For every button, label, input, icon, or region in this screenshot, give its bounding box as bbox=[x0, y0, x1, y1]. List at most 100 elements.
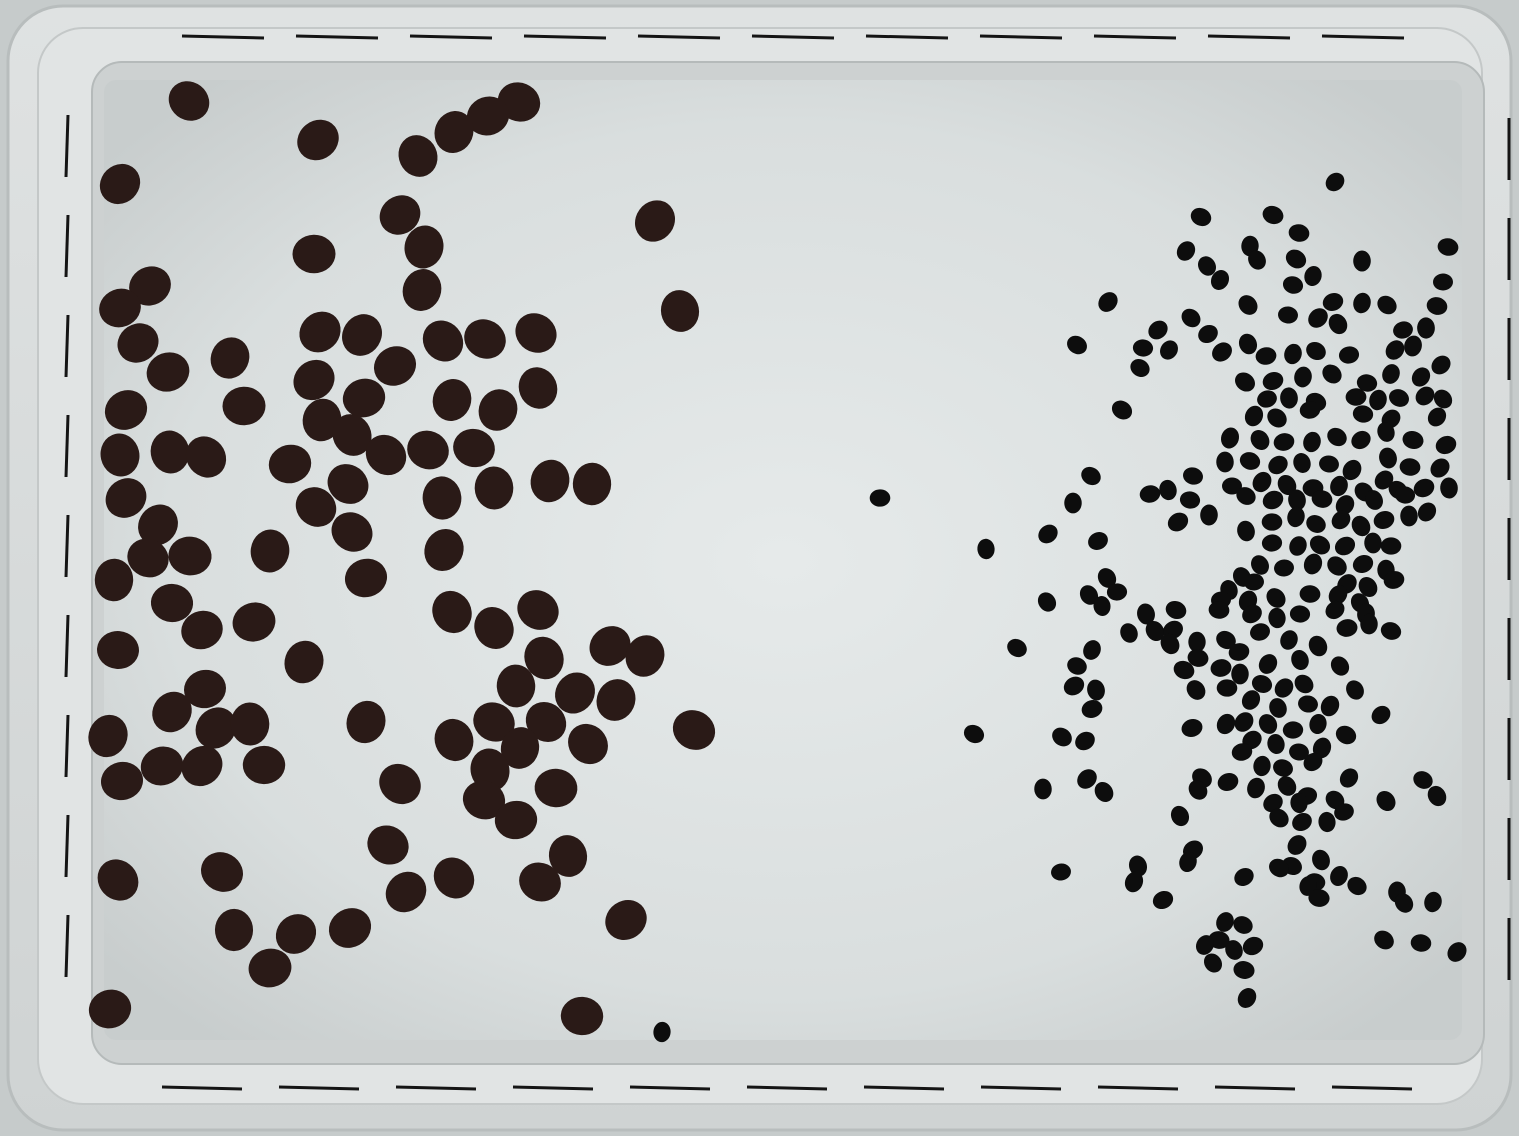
small-seed bbox=[1262, 205, 1284, 225]
small-seed bbox=[1325, 172, 1345, 192]
small-seed bbox=[1394, 486, 1416, 504]
dash-mark bbox=[64, 114, 70, 178]
small-seed bbox=[1267, 408, 1287, 428]
large-seed bbox=[181, 610, 223, 650]
large-seed bbox=[150, 430, 190, 474]
large-seed bbox=[105, 478, 147, 518]
small-seed bbox=[1181, 308, 1201, 328]
small-seed bbox=[1228, 643, 1250, 661]
large-seed bbox=[331, 512, 373, 552]
large-seed bbox=[534, 768, 578, 808]
small-seed bbox=[1351, 430, 1371, 450]
small-seed bbox=[1200, 504, 1218, 526]
dash-mark bbox=[1097, 1085, 1179, 1091]
small-seed bbox=[1334, 536, 1356, 556]
small-seed bbox=[1128, 855, 1148, 877]
small-seed bbox=[1186, 680, 1206, 700]
large-seed bbox=[464, 319, 506, 359]
small-seed bbox=[1287, 835, 1307, 855]
small-seed bbox=[1238, 333, 1258, 355]
small-seed bbox=[1342, 459, 1362, 481]
small-seed bbox=[1385, 340, 1405, 360]
large-seed bbox=[293, 359, 335, 401]
small-seed bbox=[1231, 663, 1249, 685]
small-seed bbox=[1160, 340, 1178, 360]
small-seed bbox=[1235, 372, 1255, 392]
small-seed bbox=[1261, 513, 1283, 531]
small-seed bbox=[1304, 266, 1322, 286]
backlight-panel bbox=[104, 80, 1462, 1040]
small-seed bbox=[1160, 633, 1180, 655]
large-seed bbox=[97, 630, 139, 670]
small-seed bbox=[1242, 936, 1264, 956]
large-seed bbox=[424, 528, 464, 572]
large-seed bbox=[672, 710, 716, 750]
small-seed bbox=[1417, 317, 1435, 339]
small-seed bbox=[1433, 389, 1453, 409]
large-seed bbox=[232, 602, 276, 642]
dash-mark bbox=[64, 414, 70, 478]
large-seed bbox=[100, 433, 140, 477]
large-seed bbox=[379, 195, 421, 235]
small-seed bbox=[1067, 335, 1087, 355]
large-seed bbox=[530, 459, 570, 503]
small-seed bbox=[1293, 453, 1311, 473]
small-seed bbox=[1253, 755, 1271, 777]
small-seed bbox=[1258, 714, 1278, 734]
large-seed bbox=[104, 390, 148, 430]
small-seed bbox=[1261, 534, 1283, 552]
large-seed bbox=[518, 367, 558, 409]
small-seed bbox=[1269, 858, 1289, 878]
small-seed bbox=[1285, 249, 1307, 269]
large-seed bbox=[407, 430, 449, 470]
small-seed bbox=[1239, 452, 1261, 470]
small-seed bbox=[1007, 638, 1027, 658]
dash-mark bbox=[865, 34, 949, 40]
large-seed bbox=[422, 320, 464, 362]
dash-mark bbox=[395, 1085, 477, 1091]
large-seed bbox=[496, 664, 536, 708]
small-seed bbox=[1325, 790, 1345, 810]
small-seed bbox=[1282, 276, 1304, 294]
small-seed bbox=[1377, 295, 1397, 315]
small-seed bbox=[1220, 427, 1240, 449]
small-seed bbox=[1336, 619, 1358, 637]
large-seed bbox=[346, 700, 386, 744]
small-seed bbox=[1288, 224, 1310, 242]
small-seed bbox=[1287, 506, 1305, 528]
small-seed bbox=[1327, 556, 1347, 576]
small-seed bbox=[1187, 649, 1209, 667]
small-seed bbox=[1426, 297, 1448, 315]
small-seed bbox=[1376, 790, 1396, 812]
small-seed bbox=[1274, 678, 1294, 698]
dash-mark bbox=[64, 614, 70, 678]
small-seed bbox=[1250, 623, 1270, 641]
dash-mark bbox=[1207, 34, 1291, 40]
large-seed bbox=[242, 745, 286, 785]
large-seed bbox=[292, 234, 336, 274]
small-seed bbox=[1347, 876, 1367, 896]
small-seed bbox=[1427, 407, 1447, 427]
small-seed bbox=[1379, 447, 1397, 469]
large-seed bbox=[332, 414, 372, 456]
small-seed bbox=[1399, 458, 1421, 476]
small-seed bbox=[1088, 532, 1108, 550]
small-seed bbox=[1247, 777, 1265, 799]
large-seed bbox=[100, 761, 144, 801]
large-seed bbox=[88, 714, 128, 758]
small-seed bbox=[1299, 401, 1321, 419]
small-seed bbox=[1081, 700, 1103, 718]
small-seed bbox=[1176, 241, 1196, 261]
small-seed bbox=[1325, 600, 1345, 620]
dash-mark bbox=[1093, 34, 1177, 40]
small-seed bbox=[1267, 733, 1285, 755]
large-seed bbox=[97, 859, 139, 901]
small-seed bbox=[1400, 505, 1418, 527]
large-seed bbox=[596, 679, 636, 721]
small-seed bbox=[1251, 555, 1269, 575]
large-seed bbox=[367, 825, 409, 865]
dash-mark bbox=[64, 214, 70, 278]
small-seed bbox=[1394, 893, 1414, 913]
small-seed bbox=[1334, 803, 1354, 821]
